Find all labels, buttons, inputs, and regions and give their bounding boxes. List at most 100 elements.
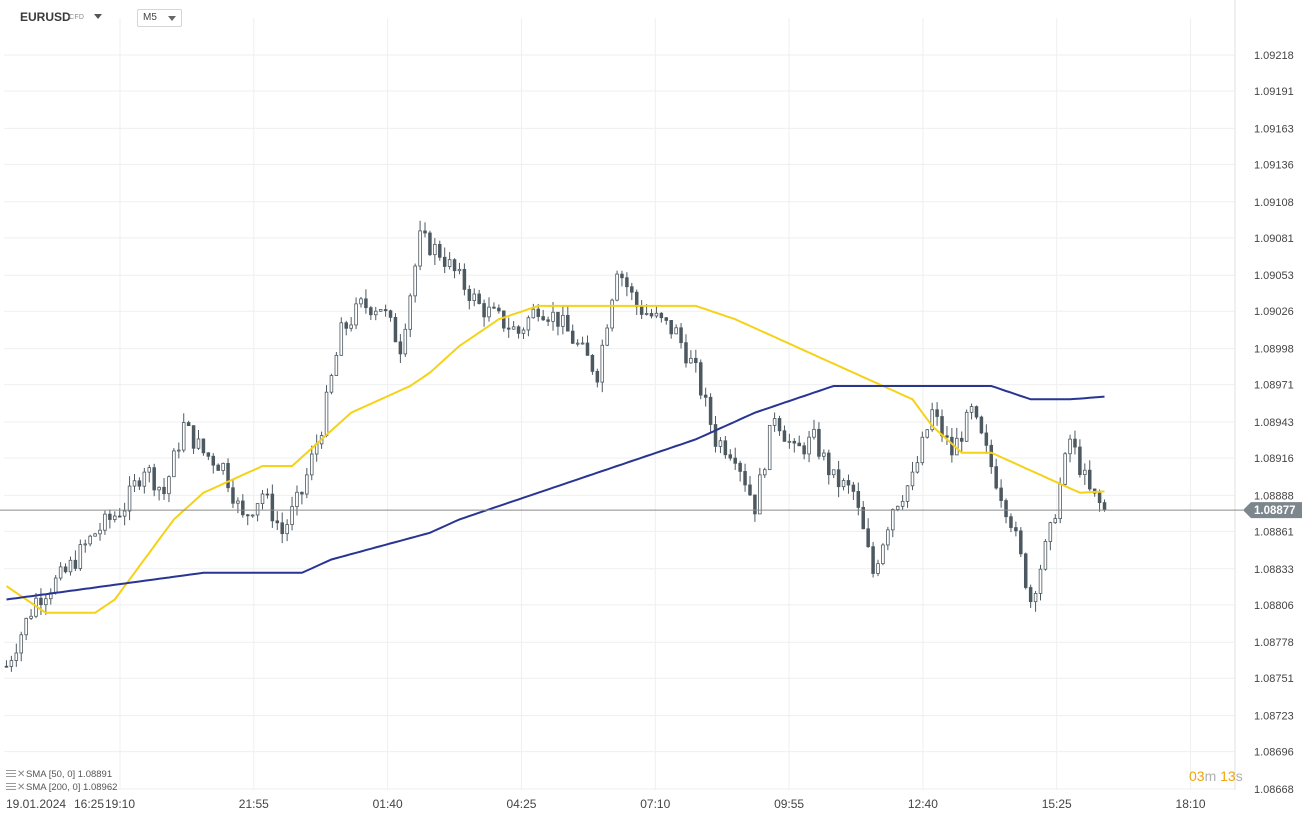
candle (344, 320, 348, 336)
candle-body (536, 308, 541, 317)
candle-body (186, 422, 191, 427)
candle (14, 643, 19, 667)
candle-body (1053, 518, 1058, 524)
candle (797, 435, 801, 447)
candle-body (728, 454, 733, 459)
candle-body (63, 566, 68, 573)
indicator-name: SMA (26, 782, 47, 793)
candle (196, 429, 201, 450)
candles-layer (4, 220, 1107, 672)
candle (728, 449, 733, 461)
candle-body (398, 341, 403, 355)
candle (777, 415, 782, 436)
candle-body (388, 310, 393, 318)
candle (502, 310, 506, 332)
candle (305, 467, 309, 499)
y-tick-label: 1.09108 (1254, 197, 1294, 209)
candle-body (659, 312, 664, 319)
candle-body (216, 464, 220, 471)
candle-body (669, 320, 673, 335)
candle (787, 433, 792, 449)
candle (482, 299, 486, 327)
candle (68, 556, 73, 576)
x-tick-label: 21:55 (239, 797, 269, 811)
candle-body (1004, 500, 1008, 518)
candle-body (413, 265, 417, 297)
candle (349, 317, 353, 332)
candle (19, 631, 23, 662)
indicator-settings-icon[interactable] (6, 783, 16, 791)
timeframe-select[interactable]: M5 (137, 9, 182, 27)
candle (1087, 460, 1092, 491)
candle (398, 334, 403, 363)
candle (378, 309, 383, 312)
candle (910, 461, 915, 491)
candle (78, 539, 83, 571)
candle (718, 437, 723, 454)
candle-body (674, 327, 678, 335)
x-tick-label: 19.01.2024 (6, 797, 66, 811)
candle (122, 502, 127, 526)
candle (339, 317, 344, 356)
candle-body (378, 309, 383, 312)
candle (241, 494, 245, 518)
candle (758, 467, 762, 515)
indicator-value: 1.08962 (83, 782, 118, 793)
candle-body (930, 409, 934, 431)
y-tick-label: 1.08778 (1254, 637, 1294, 649)
candle-body (1048, 522, 1053, 542)
candle-body (679, 327, 683, 344)
candle (58, 562, 63, 581)
symbol-label[interactable]: EURUSD (20, 10, 71, 24)
candle (369, 305, 373, 320)
candle-body (260, 493, 265, 504)
candle-body (935, 409, 939, 417)
candle (1078, 439, 1082, 478)
candle-body (959, 437, 964, 442)
candle-body (521, 329, 526, 334)
candle (959, 431, 964, 452)
candle-body (369, 307, 373, 316)
candle-body (590, 354, 595, 372)
candle-body (428, 232, 432, 256)
symbol-dropdown-icon[interactable] (91, 10, 107, 24)
candle-body (44, 598, 48, 606)
candle-body (738, 462, 742, 472)
candle (1097, 489, 1102, 512)
candle-body (689, 357, 693, 364)
candle-countdown-timer: 03m 13s (1189, 768, 1243, 784)
candle (152, 463, 156, 497)
candle-body (359, 298, 363, 305)
remove-indicator-icon[interactable]: ✕ (17, 782, 26, 793)
candle-body (300, 491, 304, 495)
x-tick-label: 12:40 (908, 797, 938, 811)
candle-body (561, 314, 565, 327)
candle-body (167, 476, 171, 495)
candle-body (177, 449, 181, 452)
candle-body (881, 544, 885, 565)
candle-body (68, 559, 73, 573)
candle-body (797, 442, 801, 447)
candle (620, 270, 624, 287)
y-tick-label: 1.08751 (1254, 673, 1294, 685)
candle (300, 491, 304, 505)
candle-body (191, 425, 196, 449)
candle (915, 455, 920, 474)
candle-body (231, 487, 235, 504)
candle-body (605, 327, 609, 346)
candle-body (708, 396, 713, 425)
candle (275, 511, 280, 531)
candle (615, 270, 619, 302)
candle (935, 402, 939, 426)
candle (103, 510, 107, 535)
candle (290, 496, 294, 531)
candle (157, 486, 161, 501)
candle (113, 511, 117, 523)
indicator-settings-icon[interactable] (6, 770, 16, 778)
remove-indicator-icon[interactable]: ✕ (17, 769, 26, 780)
candle (1048, 521, 1053, 551)
candle (354, 297, 358, 330)
candle (49, 588, 53, 605)
